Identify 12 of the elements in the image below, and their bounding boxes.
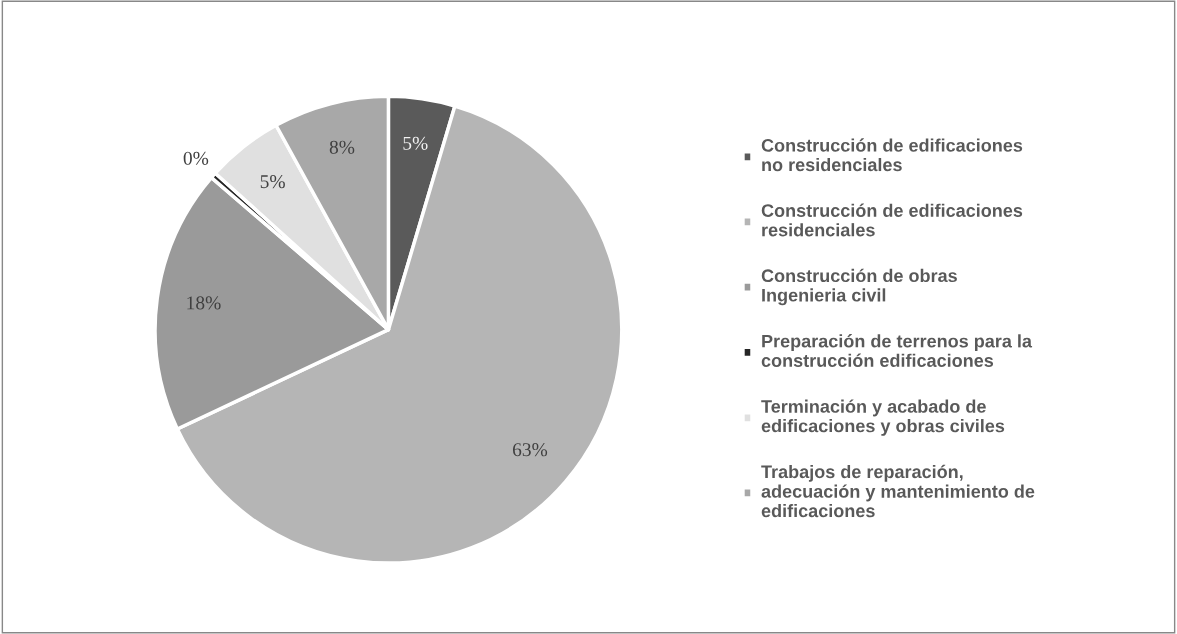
legend-label: Preparación de terrenos para la construcción edificaciones	[761, 334, 1033, 367]
legend-label: Trabajos de reparación, adecuación y mantenimiento de edificaciones	[761, 464, 1035, 518]
legend-label: Construcción de edificaciones residenciales	[761, 203, 1023, 237]
legend-label: Construcción de edificaciones no residenciales	[761, 138, 1023, 172]
legend-label: Construcción de obras Ingenieria civil	[761, 268, 957, 306]
legend-label: Terminación y acabado de edificaciones y obras civiles	[761, 399, 1005, 436]
data-label: 8%	[329, 140, 355, 154]
data-label: 0%	[183, 151, 209, 165]
data-label: 5%	[403, 136, 428, 150]
data-label: 5%	[260, 175, 285, 189]
data-label: 18%	[187, 296, 221, 310]
data-label: 63%	[512, 443, 548, 457]
